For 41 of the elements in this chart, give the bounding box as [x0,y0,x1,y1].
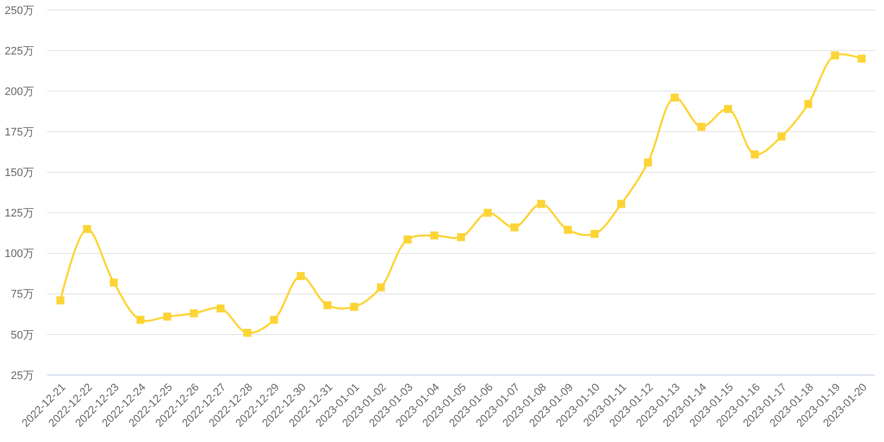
y-tick-label: 225万 [4,45,34,58]
point [136,316,144,324]
point [243,328,252,337]
point [670,94,679,102]
y-tick-label: 100万 [4,248,34,260]
y-tick-label: 50万 [10,329,34,342]
y-tick-label: 175万 [4,126,34,139]
point [804,100,812,108]
y-tick-label: 75万 [10,288,34,301]
point [296,272,305,280]
y-tick-label: 150万 [4,167,34,180]
y-tick-label: 200万 [4,86,34,98]
point [858,54,866,63]
point [83,225,92,233]
point [323,301,332,310]
point [350,302,358,311]
point [404,236,412,244]
y-tick-label: 125万 [4,208,34,220]
point [617,200,626,208]
point [644,158,652,166]
point [190,309,198,318]
point [564,226,572,234]
point [724,104,732,113]
point [216,304,225,312]
point [270,316,278,324]
point [537,200,546,208]
point [430,231,438,240]
point [830,51,839,60]
point [163,312,172,321]
point [376,283,385,292]
point [56,296,64,304]
point [750,150,759,158]
point [110,278,118,287]
point [778,132,786,141]
y-tick-label: 250万 [4,4,34,17]
point [590,230,599,238]
y-tick-label: 25万 [10,370,34,382]
point [510,223,518,232]
point [457,233,465,242]
point [697,122,706,131]
point [484,208,492,217]
